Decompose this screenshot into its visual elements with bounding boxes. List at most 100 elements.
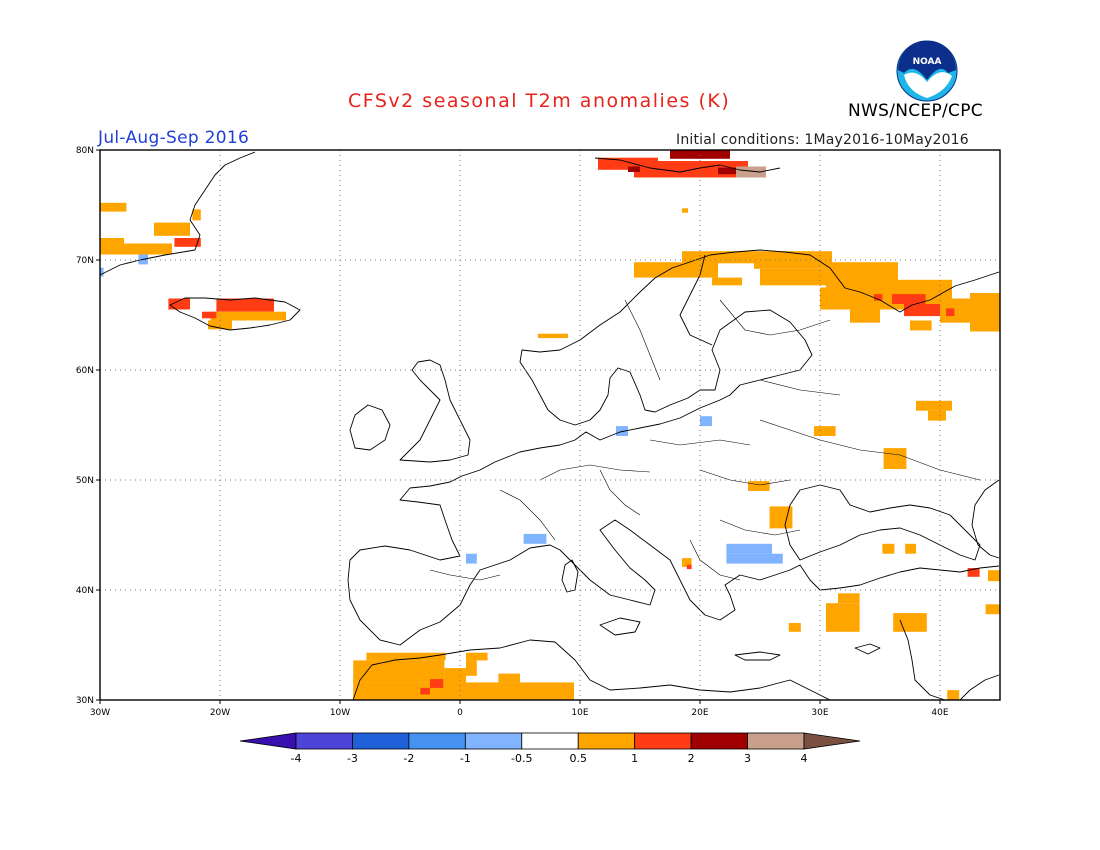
colorbar-segment	[408, 732, 466, 750]
anomaly-cell	[838, 593, 860, 604]
anomaly-cell	[736, 166, 766, 178]
lon-tick-label: 30W	[90, 708, 110, 718]
anomaly-cell	[760, 268, 832, 286]
coast-iceland	[169, 297, 301, 331]
colorbar-label: 1	[631, 752, 638, 765]
coast-europe	[347, 249, 1000, 646]
anomaly-cell	[670, 150, 730, 159]
anomaly-cell	[174, 238, 201, 247]
anomaly-cell	[353, 682, 574, 700]
anomaly-cell	[883, 448, 907, 469]
forecast-period: Jul-Aug-Sep 2016	[98, 128, 250, 148]
map-frame	[99, 149, 1001, 701]
anomaly-cell	[216, 298, 274, 312]
anomaly-cell	[928, 410, 946, 421]
anomaly-cell	[893, 613, 927, 632]
anomaly-cell	[940, 298, 970, 323]
initial-conditions: Initial conditions: 1May2016-10May2016	[676, 132, 969, 148]
colorbar-label: 4	[801, 752, 808, 765]
anomaly-cell	[826, 603, 860, 632]
anomaly-cell	[628, 166, 640, 172]
lon-tick-label: 40E	[931, 708, 948, 718]
anomaly-cell	[754, 251, 832, 269]
coast-levant	[899, 619, 946, 700]
coast-crete	[734, 651, 781, 661]
anomaly-cell	[210, 311, 286, 321]
lon-tick-label: 10E	[571, 708, 588, 718]
anomaly-cell	[882, 543, 895, 554]
colorbar-segment	[464, 732, 523, 750]
anomaly-cell	[192, 209, 201, 221]
anomaly-cell	[748, 481, 770, 491]
lon-tick-label: 20W	[210, 708, 230, 718]
anomaly-cell	[850, 309, 880, 323]
anomaly-cell	[712, 277, 742, 286]
anomaly-cell	[686, 564, 692, 570]
lat-tick-label: 70N	[76, 256, 94, 266]
anomaly-cell	[353, 660, 445, 683]
anomaly-cell	[154, 222, 190, 236]
anomaly-cell	[168, 298, 190, 310]
lon-tick-label: 0	[457, 708, 463, 718]
colorbar-segment	[295, 732, 353, 750]
coast-cyprus	[854, 643, 881, 655]
anomaly-cell	[682, 208, 688, 213]
map-background	[100, 150, 1000, 700]
anomaly-cell	[988, 570, 1000, 582]
lat-tick-label: 50N	[76, 476, 94, 486]
coast-svalbard	[594, 157, 781, 173]
anomaly-cell	[814, 426, 836, 436]
coast-sicily	[599, 617, 641, 636]
colorbar-label: 3	[744, 752, 751, 765]
colorbar-label: -1	[460, 752, 471, 765]
map-gridlines	[100, 150, 1000, 700]
coast-africa	[352, 639, 831, 700]
colorbar-segment	[521, 732, 579, 750]
noaa-logo-text: NOAA	[913, 57, 942, 67]
coast-red-sea	[959, 674, 1000, 700]
lat-tick-label: 80N	[76, 146, 94, 156]
coast-blacksea	[784, 484, 981, 561]
colorbar-label: -3	[347, 752, 358, 765]
colorbar-label: -0.5	[511, 752, 532, 765]
colorbar-segment	[690, 732, 748, 750]
lat-tick-label: 40N	[76, 586, 94, 596]
anomaly-cell	[946, 308, 955, 317]
lon-tick-label: 30E	[811, 708, 828, 718]
colorbar-high-arrow	[803, 732, 861, 750]
colorbar-segment	[747, 732, 805, 750]
anomaly-cell	[910, 320, 932, 331]
colorbar-low-arrow	[239, 732, 297, 750]
anomaly-cell	[208, 320, 232, 330]
colorbar-label: 0.5	[569, 752, 587, 765]
anomaly-cell	[970, 293, 1000, 332]
coast-ireland	[349, 404, 391, 451]
anomaly-cell	[498, 673, 520, 683]
anomaly-cell	[826, 262, 898, 288]
agency-label: NWS/NCEP/CPC	[848, 101, 983, 121]
lat-tick-label: 30N	[76, 696, 94, 706]
anomaly-cell	[100, 267, 104, 277]
anomaly-cell	[366, 652, 446, 661]
coast-gulf-bothnia	[679, 254, 713, 346]
colorbar-segment	[352, 732, 410, 750]
anomaly-cell	[967, 568, 980, 577]
anomaly-cell	[947, 690, 960, 700]
colorbar-segment	[577, 732, 636, 750]
anomaly-cell	[523, 533, 547, 544]
anomaly-cell	[100, 202, 127, 212]
anomaly-cell	[202, 311, 217, 319]
coast-uk	[399, 359, 471, 463]
colorbar-label: -4	[291, 752, 302, 765]
axis-labels: 30W 20W 10W 0 10E 20E 30E 40E 30N 40N 50N 60N 70N 80N	[76, 146, 949, 718]
anomaly-cell	[616, 426, 628, 436]
anomaly-cell	[466, 660, 477, 676]
anomaly-cell	[726, 553, 783, 564]
colorbar-segment	[634, 732, 692, 750]
anomaly-cell	[100, 238, 124, 255]
lat-tick-label: 60N	[76, 366, 94, 376]
anomaly-cell	[430, 679, 444, 688]
anomaly-cell	[905, 543, 916, 554]
lon-tick-label: 20E	[691, 708, 708, 718]
anomaly-cell	[904, 304, 940, 317]
